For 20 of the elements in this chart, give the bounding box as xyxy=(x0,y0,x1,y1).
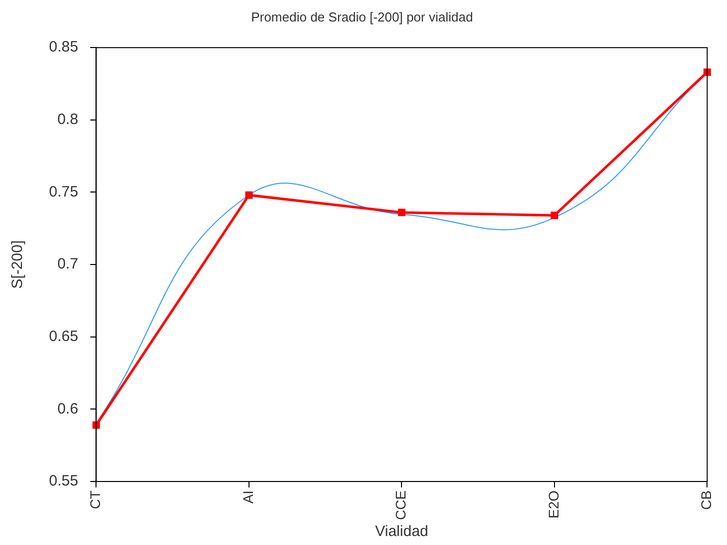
x-tick-label: E2O xyxy=(545,490,562,518)
y-tick-label: 0.8 xyxy=(57,111,78,128)
point xyxy=(398,208,406,216)
y-tick-label: 0.85 xyxy=(48,38,78,56)
y-axis-title: S[-200] xyxy=(9,240,26,289)
chart-title: Promedio de Sradio [-200] por vialidad xyxy=(251,9,473,24)
x-tick-label: CCE xyxy=(392,490,409,520)
y-tick-label: 0.65 xyxy=(48,328,78,345)
x-axis-title: Vialidad xyxy=(375,523,428,540)
y-tick-label: 0.55 xyxy=(48,472,78,490)
x-tick-label: AI xyxy=(240,490,256,504)
y-tick-label: 0.7 xyxy=(57,256,78,273)
y-tick-label: 0.6 xyxy=(57,400,78,418)
point xyxy=(703,68,711,76)
x-tick-label: CT xyxy=(87,490,104,510)
y-tick-label: 0.75 xyxy=(48,183,78,200)
point xyxy=(245,191,253,199)
point xyxy=(550,212,558,220)
point xyxy=(92,421,100,429)
x-tick-label: CB xyxy=(698,490,714,510)
